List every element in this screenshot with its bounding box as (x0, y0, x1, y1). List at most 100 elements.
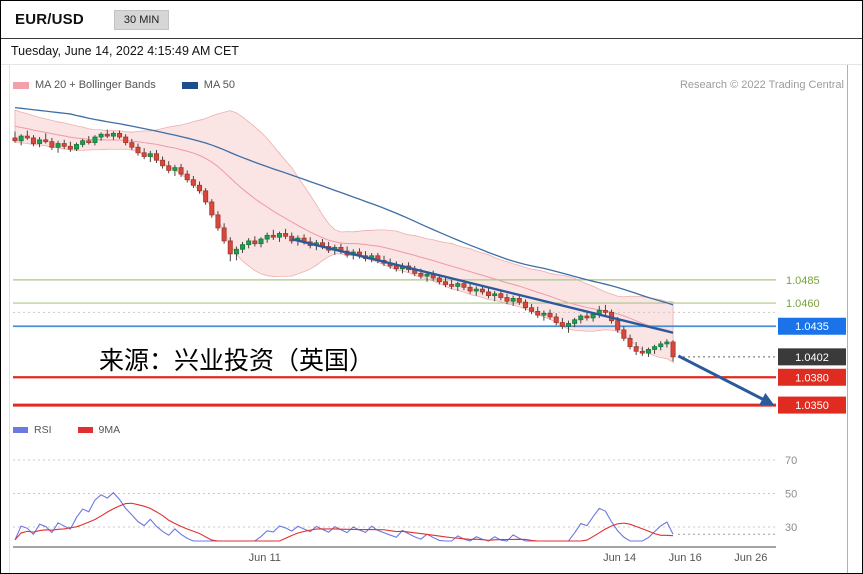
candle (37, 139, 43, 144)
candle (30, 137, 36, 144)
candle (590, 313, 596, 319)
candle (652, 346, 658, 350)
candle (240, 244, 246, 250)
candle (129, 142, 135, 148)
candle (49, 141, 55, 148)
candle (221, 227, 227, 242)
rsi-ma-line (14, 502, 674, 542)
forecast-arrow (677, 354, 775, 406)
candle (12, 137, 18, 142)
candle (461, 283, 467, 288)
candle (190, 179, 196, 186)
price-label-box-1.035 (778, 396, 846, 414)
candle (473, 288, 479, 292)
candle (264, 234, 270, 240)
candle (166, 165, 172, 171)
ma50-line (14, 106, 674, 306)
svg-text:1.0460: 1.0460 (786, 298, 820, 310)
candle (24, 135, 30, 139)
candle (160, 159, 166, 167)
svg-text:Jun 26: Jun 26 (734, 552, 767, 564)
candle (615, 320, 621, 331)
candle (559, 322, 565, 327)
candle (178, 167, 184, 175)
svg-text:1.0485: 1.0485 (786, 275, 820, 287)
price-chart[interactable]: 1.0485 1.0460 1.0435 1.0402 1.0380 1.0350 70 50… (1, 65, 862, 573)
candle (639, 350, 645, 354)
candle (578, 315, 584, 321)
svg-text:1.0435: 1.0435 (795, 321, 829, 333)
candle (449, 284, 455, 287)
candle (252, 240, 258, 245)
candle (467, 286, 473, 292)
candle (153, 153, 159, 161)
candle (664, 341, 670, 345)
candle (455, 283, 461, 287)
candle (658, 343, 664, 348)
candle (196, 184, 202, 192)
rsi-ma-legend-label: 9MA (98, 424, 121, 436)
candle (209, 201, 215, 216)
candle (283, 233, 289, 237)
candle (92, 136, 98, 143)
candle (510, 298, 516, 302)
candle (516, 298, 522, 303)
svg-text:30: 30 (785, 522, 797, 534)
candle (553, 316, 559, 323)
candle (80, 140, 86, 145)
candle (270, 234, 276, 238)
timestamp: Tuesday, June 14, 2022 4:15:49 AM CET (1, 39, 862, 65)
candle (258, 238, 264, 245)
candle (529, 307, 535, 312)
header: EUR/USD 30 MIN (1, 1, 862, 39)
rsi-line (14, 491, 674, 542)
svg-text:70: 70 (785, 455, 797, 467)
candle (547, 312, 553, 318)
svg-text:Jun 11: Jun 11 (249, 552, 281, 564)
candle (442, 281, 448, 285)
candle (104, 133, 110, 137)
rsi-legend-label: RSI (34, 424, 52, 436)
candle (670, 341, 676, 358)
candle (498, 293, 504, 298)
price-label-box-1.038 (778, 368, 846, 386)
candle (486, 291, 492, 297)
rsi-legend: RSI 9MA (13, 424, 146, 436)
candle (43, 139, 49, 143)
svg-text:1.0380: 1.0380 (795, 372, 829, 384)
price-label-box-1.0435 (778, 317, 846, 335)
candle (55, 143, 61, 148)
candle (479, 288, 485, 293)
candle (418, 272, 424, 277)
candle (215, 214, 221, 229)
candle (98, 133, 104, 138)
candle (645, 349, 651, 354)
candle (110, 132, 116, 137)
svg-text:1.0350: 1.0350 (795, 400, 829, 412)
svg-text:50: 50 (785, 489, 797, 501)
chart-area: MA 20 + Bollinger Bands MA 50 Research ©… (1, 65, 862, 573)
symbol-title: EUR/USD (15, 11, 84, 28)
candle (566, 323, 572, 327)
candle (621, 329, 627, 339)
candle (584, 315, 590, 319)
candle (141, 152, 147, 157)
timeframe-badge[interactable]: 30 MIN (113, 9, 170, 30)
candle (233, 248, 239, 255)
candle (541, 312, 547, 316)
svg-text:1.0402: 1.0402 (795, 352, 829, 364)
candle (184, 173, 190, 181)
candle (74, 144, 80, 150)
downtrend-line (291, 237, 674, 334)
candle (203, 190, 209, 203)
candle (572, 319, 578, 324)
candle (602, 310, 608, 313)
candle (123, 136, 129, 143)
candle (276, 233, 282, 238)
candle (61, 143, 67, 147)
candle (535, 311, 541, 316)
candle (522, 301, 528, 309)
rsi-ma-swatch-icon (77, 427, 93, 433)
source-watermark: 来源：兴业投资（英国） (99, 346, 375, 375)
